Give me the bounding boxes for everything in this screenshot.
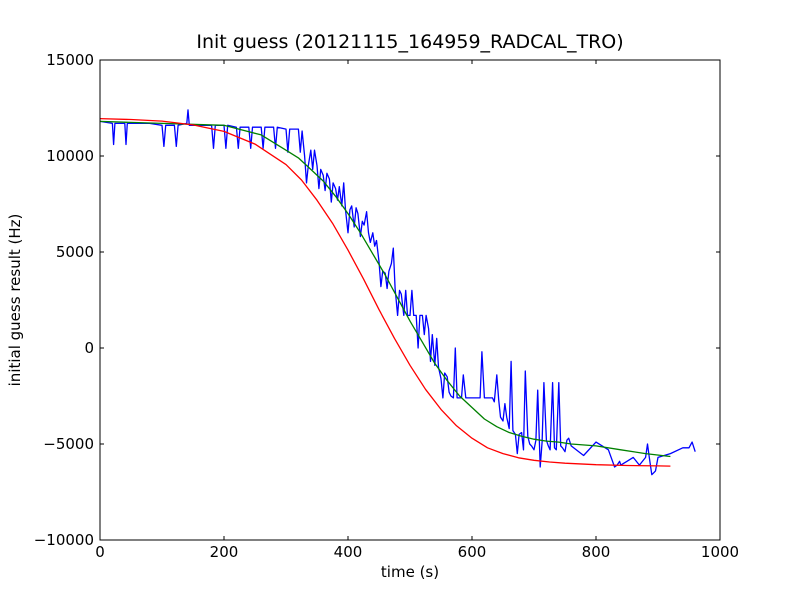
chart-title: Init guess (20121115_164959_RADCAL_TRO) (196, 31, 623, 53)
series-layer (100, 109, 696, 476)
y-tick-label: −10000 (34, 531, 94, 549)
y-tick-label: 10000 (46, 147, 94, 165)
plot-area (100, 60, 720, 540)
ticks-layer: 0 200 400 600 800 1000 −10000 −5000 0 5000 10000 15… (34, 51, 739, 561)
x-tick-label: 800 (582, 543, 611, 561)
series-line-3 (100, 117, 671, 467)
x-tick-label: 600 (458, 543, 487, 561)
x-tick-label: 200 (210, 543, 239, 561)
series-line-1 (100, 109, 696, 476)
x-axis-label: time (s) (381, 563, 439, 581)
x-tick-label: 1000 (701, 543, 739, 561)
y-axis-label: initial guess result (Hz) (6, 214, 24, 387)
plot-frame (99, 59, 721, 541)
y-tick-label: 0 (84, 339, 94, 357)
y-tick-label: −5000 (43, 435, 94, 453)
x-tick-label: 400 (334, 543, 363, 561)
x-tick-label: 0 (95, 543, 105, 561)
y-tick-label: 15000 (46, 51, 94, 69)
series-line-2 (100, 120, 671, 458)
y-tick-label: 5000 (56, 243, 94, 261)
